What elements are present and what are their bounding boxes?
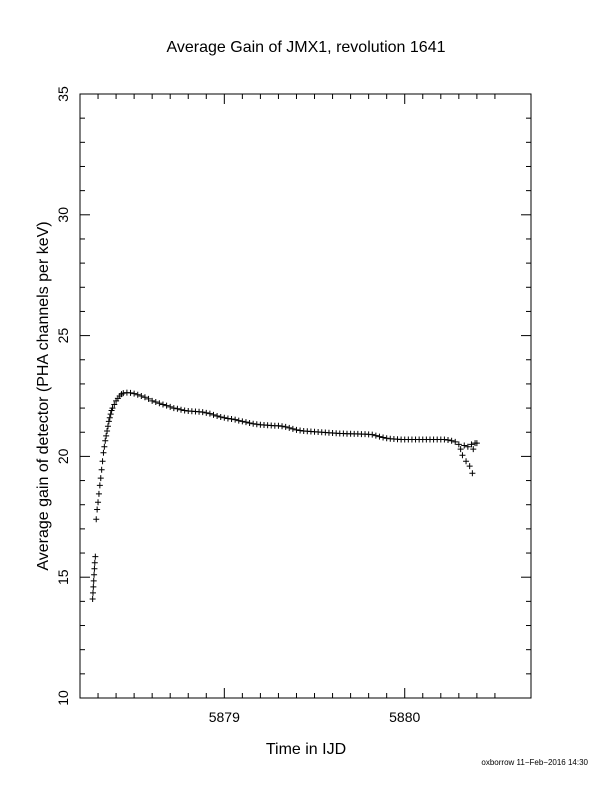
data-point: [214, 413, 221, 420]
plot-frame: [79, 93, 532, 699]
data-point: [107, 411, 114, 418]
data-point: [111, 401, 118, 408]
data-point: [459, 452, 466, 459]
data-point: [95, 490, 102, 497]
data-point: [468, 441, 475, 448]
y-tick-label: 20: [55, 448, 71, 464]
y-tick-label: 25: [55, 328, 71, 344]
data-point: [145, 395, 152, 402]
data-point: [282, 423, 289, 430]
data-point: [210, 411, 217, 418]
data-point: [217, 414, 224, 421]
data-point: [376, 433, 383, 440]
y-axis-label: Average gain of detector (PHA channels p…: [35, 221, 52, 570]
axis-ticks: [80, 93, 531, 699]
data-point: [369, 431, 376, 438]
data-point: [96, 482, 103, 489]
data-point: [242, 419, 249, 426]
data-point: [221, 414, 228, 421]
data-point: [178, 406, 185, 413]
data-point: [463, 458, 470, 465]
data-point: [134, 391, 141, 398]
data-point: [104, 428, 111, 435]
data-point: [101, 443, 108, 450]
data-point: [455, 441, 462, 448]
data-point: [206, 410, 213, 417]
data-point: [102, 437, 109, 444]
data-point: [141, 394, 148, 401]
data-point: [228, 415, 235, 422]
data-point: [235, 417, 242, 424]
data-point: [131, 390, 138, 397]
data-point: [293, 426, 300, 433]
data-point: [170, 405, 177, 412]
data-point: [91, 559, 98, 566]
data-point: [473, 440, 480, 447]
data-point: [106, 414, 113, 421]
data-point: [95, 499, 102, 506]
chart-title: Average Gain of JMX1, revolution 1641: [167, 39, 446, 56]
data-point: [239, 418, 246, 425]
data-point: [457, 446, 464, 453]
y-tick-label: 10: [55, 690, 71, 706]
data-point: [372, 432, 379, 439]
data-point: [89, 595, 96, 602]
y-tick-label: 30: [55, 207, 71, 223]
x-tick-label: 5880: [389, 709, 420, 725]
data-point: [174, 405, 181, 412]
data-point: [97, 475, 104, 482]
data-point: [91, 565, 98, 572]
data-point: [138, 393, 145, 399]
data-point: [159, 401, 166, 408]
axis-tick-labels: 10 15 20 25 30 35 5879 5880: [55, 86, 421, 725]
data-point: [93, 516, 100, 523]
data-point: [89, 589, 96, 596]
data-point: [98, 466, 105, 473]
data-point: [380, 434, 387, 441]
data-point: [99, 458, 106, 465]
data-point: [452, 438, 459, 445]
data-point: [466, 463, 473, 470]
data-point: [163, 402, 170, 409]
data-point: [90, 577, 97, 584]
data-point: [91, 571, 98, 578]
data-point: [127, 389, 134, 396]
x-axis-label: Time in IJD: [266, 741, 346, 758]
data-point: [109, 405, 116, 412]
data-point: [448, 437, 455, 444]
data-point: [105, 418, 112, 425]
data-point: [289, 425, 296, 432]
data-point: [90, 583, 97, 590]
data-point: [103, 432, 110, 439]
data-point: [152, 399, 159, 406]
data-point: [149, 397, 156, 404]
data-point: [286, 424, 293, 431]
data-point: [445, 436, 452, 443]
data-point: [199, 409, 206, 416]
data-point: [167, 403, 174, 410]
data-point: [464, 443, 471, 450]
data-point: [156, 400, 163, 407]
data-points: [89, 389, 480, 602]
data-point: [104, 423, 111, 430]
data-point: [232, 416, 239, 423]
data-point: [92, 553, 99, 560]
y-tick-label: 35: [55, 86, 71, 102]
data-point: [461, 442, 468, 449]
data-point: [100, 449, 107, 456]
x-tick-label: 5879: [209, 709, 240, 725]
data-point: [246, 420, 253, 427]
y-tick-label: 15: [55, 569, 71, 585]
data-point: [203, 409, 210, 416]
data-point: [279, 423, 286, 430]
footer-credit: oxborrow 11−Feb−2016 14:30: [481, 758, 588, 767]
data-point: [94, 506, 101, 513]
data-point: [470, 446, 477, 453]
data-point: [469, 470, 476, 477]
